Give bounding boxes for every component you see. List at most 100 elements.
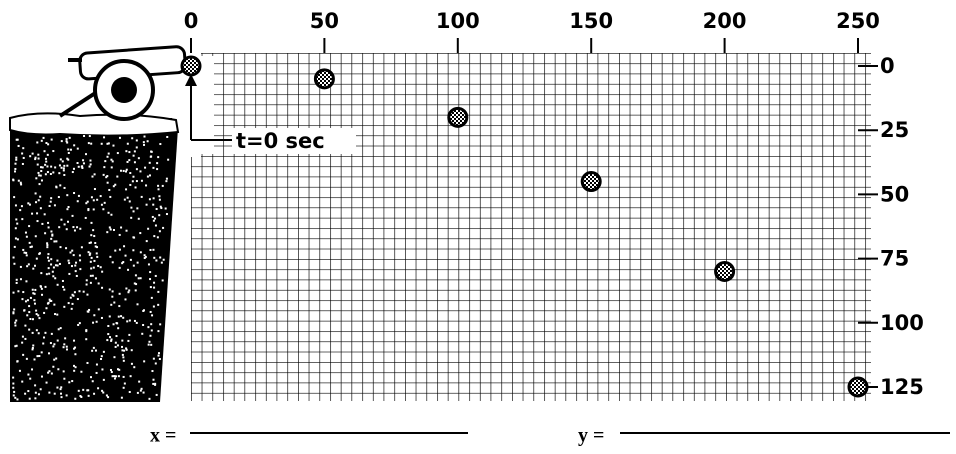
speckle	[52, 345, 55, 348]
speckle	[157, 354, 160, 357]
speckle	[32, 267, 35, 270]
speckle	[76, 162, 79, 165]
speckle	[108, 288, 111, 291]
speckle	[14, 204, 17, 207]
speckle	[108, 315, 111, 318]
speckle	[123, 245, 126, 248]
speckle	[122, 261, 125, 264]
speckle	[16, 138, 19, 141]
speckle	[135, 180, 138, 183]
speckle	[72, 167, 75, 170]
speckle	[139, 232, 142, 235]
speckle	[47, 221, 50, 224]
annotation-box	[232, 128, 356, 154]
speckle	[61, 160, 64, 163]
speckle	[165, 180, 168, 183]
speckle	[34, 288, 37, 291]
speckle	[96, 198, 99, 201]
speckle	[93, 188, 96, 191]
speckle	[149, 310, 152, 313]
speckle	[19, 181, 22, 184]
speckle	[87, 209, 90, 212]
speckle	[50, 230, 53, 233]
speckle	[76, 147, 79, 150]
speckle	[73, 347, 76, 350]
y-tick-label: 125	[880, 375, 924, 399]
speckle	[20, 205, 23, 208]
speckle	[73, 144, 76, 147]
speckle	[158, 195, 161, 198]
speckle	[108, 188, 111, 191]
speckle	[139, 170, 142, 173]
speckle	[155, 259, 158, 262]
speckle	[129, 172, 132, 175]
speckle	[12, 376, 15, 379]
speckle	[33, 358, 36, 361]
speckle	[36, 355, 39, 358]
speckle	[118, 233, 121, 236]
speckle	[36, 163, 39, 166]
speckle	[118, 305, 121, 308]
speckle	[78, 290, 81, 293]
speckle	[36, 220, 39, 223]
speckle	[19, 278, 22, 281]
speckle	[160, 207, 163, 210]
speckle	[62, 346, 65, 349]
speckle	[128, 319, 131, 322]
speckle	[142, 324, 145, 327]
speckle	[156, 162, 159, 165]
speckle	[102, 378, 105, 381]
speckle	[145, 184, 148, 187]
speckle	[123, 349, 126, 352]
speckle	[153, 286, 156, 289]
speckle	[47, 226, 50, 229]
speckle	[154, 224, 157, 227]
speckle	[118, 248, 121, 251]
speckle	[35, 177, 38, 180]
speckle	[15, 344, 18, 347]
speckle	[29, 246, 32, 249]
speckle	[67, 259, 70, 262]
speckle	[128, 159, 131, 162]
speckle	[73, 364, 76, 367]
speckle	[137, 217, 140, 220]
speckle	[60, 396, 63, 399]
speckle	[142, 141, 145, 144]
speckle	[65, 247, 68, 250]
speckle	[126, 160, 129, 163]
speckle	[140, 179, 143, 182]
speckle	[82, 162, 85, 165]
speckle	[35, 257, 38, 260]
speckle	[51, 234, 54, 237]
speckle	[33, 302, 36, 305]
speckle	[12, 311, 15, 314]
speckle	[35, 201, 38, 204]
speckle	[152, 382, 155, 385]
speckle	[31, 368, 34, 371]
speckle	[120, 226, 123, 229]
ball	[580, 171, 602, 193]
speckle	[34, 156, 37, 159]
speckle	[145, 203, 148, 206]
speckle	[86, 389, 89, 392]
speckle	[116, 175, 119, 178]
x-tick-label: 50	[310, 9, 339, 33]
speckle	[16, 360, 19, 363]
speckle	[25, 235, 28, 238]
speckle	[138, 380, 141, 383]
speckle	[23, 309, 26, 312]
speckle	[82, 159, 85, 162]
speckle	[129, 183, 132, 186]
speckle	[114, 249, 117, 252]
speckle	[102, 391, 105, 394]
speckle	[121, 353, 124, 356]
speckle	[115, 322, 118, 325]
speckle	[151, 314, 154, 317]
speckle	[40, 375, 43, 378]
speckle	[106, 181, 109, 184]
speckle	[153, 235, 156, 238]
speckle	[92, 346, 95, 349]
speckle	[14, 396, 17, 399]
speckle	[112, 323, 115, 326]
speckle	[154, 382, 157, 385]
